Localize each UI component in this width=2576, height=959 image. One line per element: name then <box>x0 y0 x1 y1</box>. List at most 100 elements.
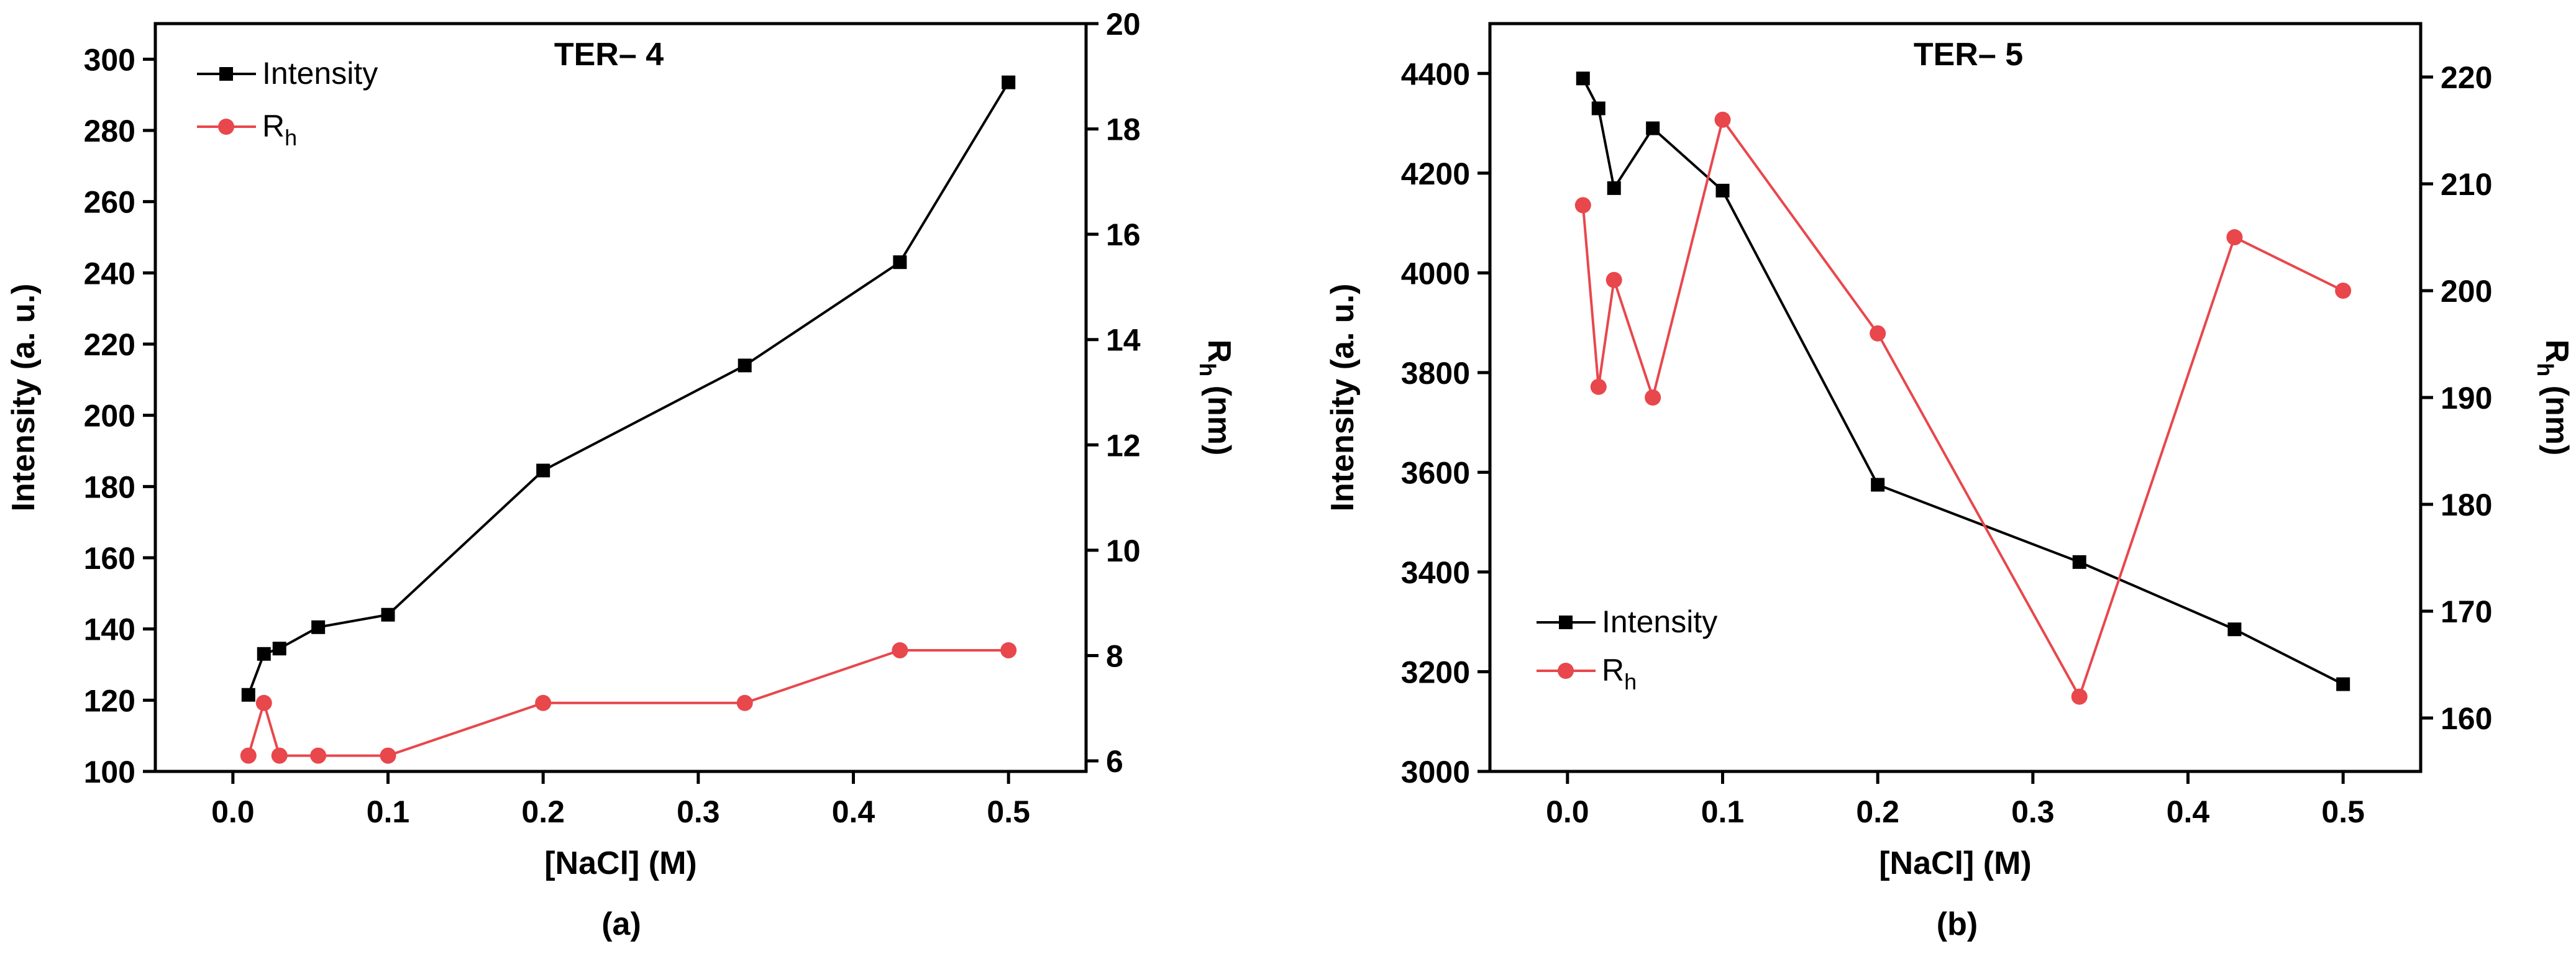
rh-point <box>1645 389 1661 406</box>
y-tick-label: 180 <box>84 470 135 504</box>
x-tick-label: 0.5 <box>2321 794 2365 829</box>
intensity-point <box>1576 71 1590 86</box>
panel-caption: (b) <box>1937 906 1978 942</box>
legend-label-sub: h <box>1624 669 1637 694</box>
y-tick-label: 4400 <box>1401 57 1470 91</box>
intensity-point <box>241 688 255 702</box>
y2-tick-label: 200 <box>2441 274 2492 309</box>
rh-point <box>380 747 396 764</box>
intensity-line <box>247 81 1010 696</box>
rh-point <box>1574 197 1591 214</box>
panel-title: TER– 4 <box>554 37 664 73</box>
y-tick-label: 140 <box>84 612 135 647</box>
y2-axis-title-unit: (nm) <box>2539 376 2575 455</box>
intensity-point <box>536 463 550 478</box>
intensity-point <box>1002 75 1016 89</box>
x-tick-label: 0.4 <box>832 794 875 829</box>
y-tick-label: 3200 <box>1401 655 1470 689</box>
legend-label: Intensity <box>1602 604 1717 639</box>
rh-point <box>255 694 272 711</box>
intensity-point <box>272 642 286 656</box>
x-tick-label: 0.0 <box>1546 794 1589 829</box>
rh-point <box>2071 688 2088 705</box>
x-tick-label: 0.5 <box>987 794 1030 829</box>
rh-point <box>736 694 753 711</box>
y2-tick-label: 18 <box>1106 112 1141 147</box>
y-tick-label: 4000 <box>1401 256 1470 291</box>
legend-label: Rh <box>1602 653 1637 694</box>
y2-tick-label: 10 <box>1106 534 1141 568</box>
plot-frame <box>153 22 1088 773</box>
legend-square-marker <box>219 67 233 81</box>
y2-tick-label: 180 <box>2441 488 2492 522</box>
rh-point <box>240 747 257 764</box>
y2-tick-label: 20 <box>1106 7 1141 42</box>
intensity-point <box>1591 101 1605 116</box>
x-tick-label: 0.4 <box>2167 794 2210 829</box>
panel-b-chart: 0.0 0.1 0.2 0.3 0.4 0.5 3000 3200 3400 3600 3800 40… <box>1325 22 2575 942</box>
y2-tick-label: 160 <box>2441 701 2492 736</box>
y2-tick-label: 12 <box>1106 428 1141 463</box>
intensity-point <box>1871 478 1885 492</box>
legend-label: Rh <box>262 109 297 150</box>
intensity-point <box>257 647 271 661</box>
y-axis-title: Intensity (a. u.) <box>1325 284 1361 512</box>
panel-caption: (a) <box>601 906 641 942</box>
y2-tick-label: 14 <box>1106 323 1141 358</box>
y-tick-label: 220 <box>84 327 135 362</box>
intensity-line <box>1582 78 2344 686</box>
intensity-point <box>311 620 326 634</box>
intensity-point <box>1607 181 1621 195</box>
y2-axis-title-sub: h <box>1195 363 1220 376</box>
rh-point <box>1000 642 1017 658</box>
y-tick-label: 3400 <box>1401 555 1470 590</box>
rh-point <box>2335 283 2352 299</box>
y-tick-label: 3800 <box>1401 356 1470 391</box>
y-axis-title: Intensity (a. u.) <box>6 284 42 512</box>
y2-axis-title-sub: h <box>2533 363 2558 376</box>
y2-tick-label: 190 <box>2441 381 2492 416</box>
legend-label: Intensity <box>262 56 378 91</box>
y2-tick-label: 6 <box>1106 744 1123 779</box>
rh-point <box>1605 271 1622 288</box>
x-tick-label: 0.1 <box>367 794 410 829</box>
x-tick-label: 0.3 <box>677 794 720 829</box>
y-tick-label: 4200 <box>1401 157 1470 191</box>
y2-tick-label: 220 <box>2441 60 2492 95</box>
y-tick-label: 260 <box>84 185 135 220</box>
rh-point <box>271 747 288 764</box>
x-tick-label: 0.0 <box>211 794 255 829</box>
rh-point <box>892 642 908 658</box>
intensity-point <box>2336 677 2350 691</box>
rh-point <box>1714 111 1731 128</box>
x-tick-label: 0.2 <box>1856 794 1899 829</box>
intensity-point <box>1715 183 1730 198</box>
legend: Intensity Rh <box>197 56 378 150</box>
rh-point <box>535 694 552 711</box>
intensity-point <box>1646 121 1660 135</box>
y-tick-label: 3000 <box>1401 755 1470 789</box>
y2-tick-label: 170 <box>2441 594 2492 629</box>
rh-line <box>247 648 1009 757</box>
y2-tick-label: 210 <box>2441 167 2492 202</box>
legend-square-marker <box>1559 616 1573 629</box>
y-tick-label: 3600 <box>1401 455 1470 490</box>
x-axis-title: [NaCl] (M) <box>1879 845 2032 881</box>
y-tick-label: 160 <box>84 541 135 576</box>
rh-point <box>1590 378 1607 395</box>
y2-axis-title-main: R <box>2539 340 2575 363</box>
rh-point <box>1870 325 1886 342</box>
x-tick-label: 0.2 <box>521 794 565 829</box>
intensity-point <box>2227 622 2242 637</box>
rh-point <box>310 747 327 764</box>
y-tick-label: 240 <box>84 256 135 291</box>
y-tick-label: 300 <box>84 42 135 77</box>
x-tick-label: 0.3 <box>2011 794 2055 829</box>
y2-axis-title-unit: (nm) <box>1201 376 1237 455</box>
legend-label-sub: h <box>285 125 297 150</box>
y2-axis-title-main: R <box>1201 340 1237 363</box>
rh-point <box>2226 229 2243 245</box>
intensity-point <box>381 607 395 622</box>
legend-circle-marker <box>1558 663 1574 679</box>
